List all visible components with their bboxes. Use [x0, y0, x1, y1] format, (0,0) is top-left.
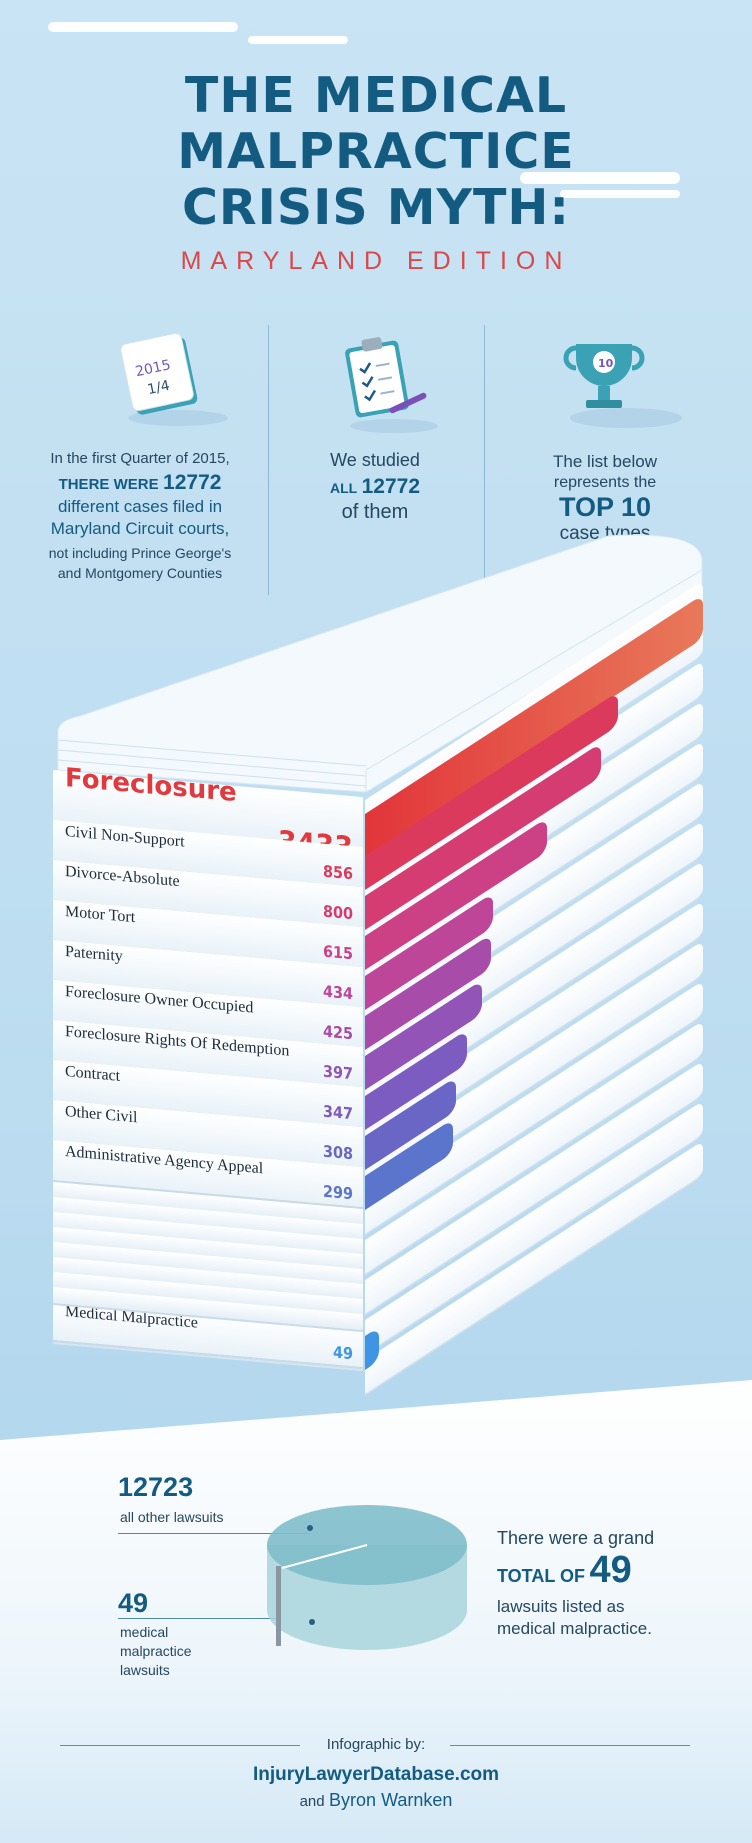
footer-line-left: [60, 1745, 300, 1746]
total-line-1: There were a grand: [497, 1528, 655, 1548]
right-top10: TOP 10: [558, 492, 652, 522]
paper-stack-top: [50, 530, 710, 800]
trophy-icon: 10: [556, 334, 686, 434]
row-value: 615: [322, 941, 353, 964]
middle-count: 12772: [361, 475, 421, 498]
calendar-icon: 2015 1/4: [108, 328, 228, 428]
row-value: 434: [322, 981, 353, 1004]
left-line-6: and Montgomery Counties: [57, 565, 223, 581]
title-line-1: THE MEDICAL: [184, 67, 568, 124]
row-value: 347: [322, 1101, 353, 1124]
footer-line-right: [450, 1745, 690, 1746]
middle-all: ALL: [329, 480, 358, 496]
left-line-5: not including Prince George's: [48, 545, 232, 561]
row-label: Contract: [65, 1063, 121, 1085]
right-line-1: The list below: [553, 452, 657, 471]
total-line-3: medical malpractice.: [497, 1619, 652, 1638]
row-label: Paternity: [65, 943, 123, 966]
divider-2: [484, 325, 485, 595]
med-label-2: malpractice: [120, 1643, 192, 1659]
med-value: 49: [118, 1588, 149, 1618]
calendar-fraction: 1/4: [146, 378, 171, 398]
row-label: Other Civil: [65, 1103, 138, 1127]
clipboard-icon: [332, 330, 442, 440]
footer-authors: and Byron Warnken: [0, 1790, 752, 1811]
middle-line-3: of them: [341, 501, 409, 523]
total-line-2: lawsuits listed as: [497, 1597, 625, 1616]
footer-site: InjuryLawyerDatabase.com: [252, 1764, 500, 1785]
trophy-number: 10: [598, 357, 614, 370]
row-value: 425: [322, 1021, 353, 1044]
others-label: all other lawsuits: [120, 1509, 224, 1525]
med-label-1: medical: [120, 1624, 169, 1640]
left-line-3: different cases filed in: [57, 497, 223, 516]
total-row: TOTAL OF 49: [497, 1549, 632, 1592]
middle-line-1: We studied: [330, 450, 420, 470]
footer-author: Byron Warnken: [329, 1790, 453, 1810]
cloud-right-2: [560, 190, 680, 198]
left-count: 12772: [163, 471, 222, 494]
footer-by: Infographic by:: [326, 1736, 426, 1753]
total-prefix: TOTAL OF: [497, 1566, 585, 1586]
title-line-3: CRISIS MYTH:: [181, 179, 571, 236]
pie-chart: [262, 1500, 472, 1660]
row-value: 397: [322, 1061, 353, 1084]
row-value: 299: [322, 1181, 353, 1204]
cloud-top-left: [48, 22, 238, 32]
subtitle: MARYLAND EDITION: [180, 247, 572, 275]
right-line-2: represents the: [553, 474, 657, 491]
cloud-top-left-2: [248, 36, 348, 44]
row-value: 856: [322, 861, 353, 884]
left-line-4: Maryland Circuit courts,: [50, 519, 230, 538]
footer-and: and: [299, 1793, 325, 1810]
others-value: 12723: [118, 1472, 194, 1502]
title-line-2: MALPRACTICE: [177, 123, 575, 180]
row-value: 800: [322, 901, 353, 924]
divider-1: [268, 325, 269, 595]
cloud-right: [520, 172, 680, 184]
row-value: 49: [332, 1342, 353, 1364]
row-value: 308: [322, 1141, 353, 1164]
others-pointer: [118, 1505, 310, 1534]
row-label: Motor Tort: [65, 903, 136, 927]
med-pointer: [118, 1618, 278, 1619]
total-number: 49: [589, 1549, 632, 1591]
left-there-were: THERE WERE: [58, 476, 159, 493]
med-label-3: lawsuits: [120, 1662, 170, 1678]
left-column-text: In the first Quarter of 2015, THERE WERE…: [30, 450, 250, 581]
calendar-year: 2015: [134, 357, 172, 380]
left-line-1: In the first Quarter of 2015,: [50, 450, 230, 467]
middle-column-text: We studied ALL 12772 of them: [290, 450, 460, 524]
